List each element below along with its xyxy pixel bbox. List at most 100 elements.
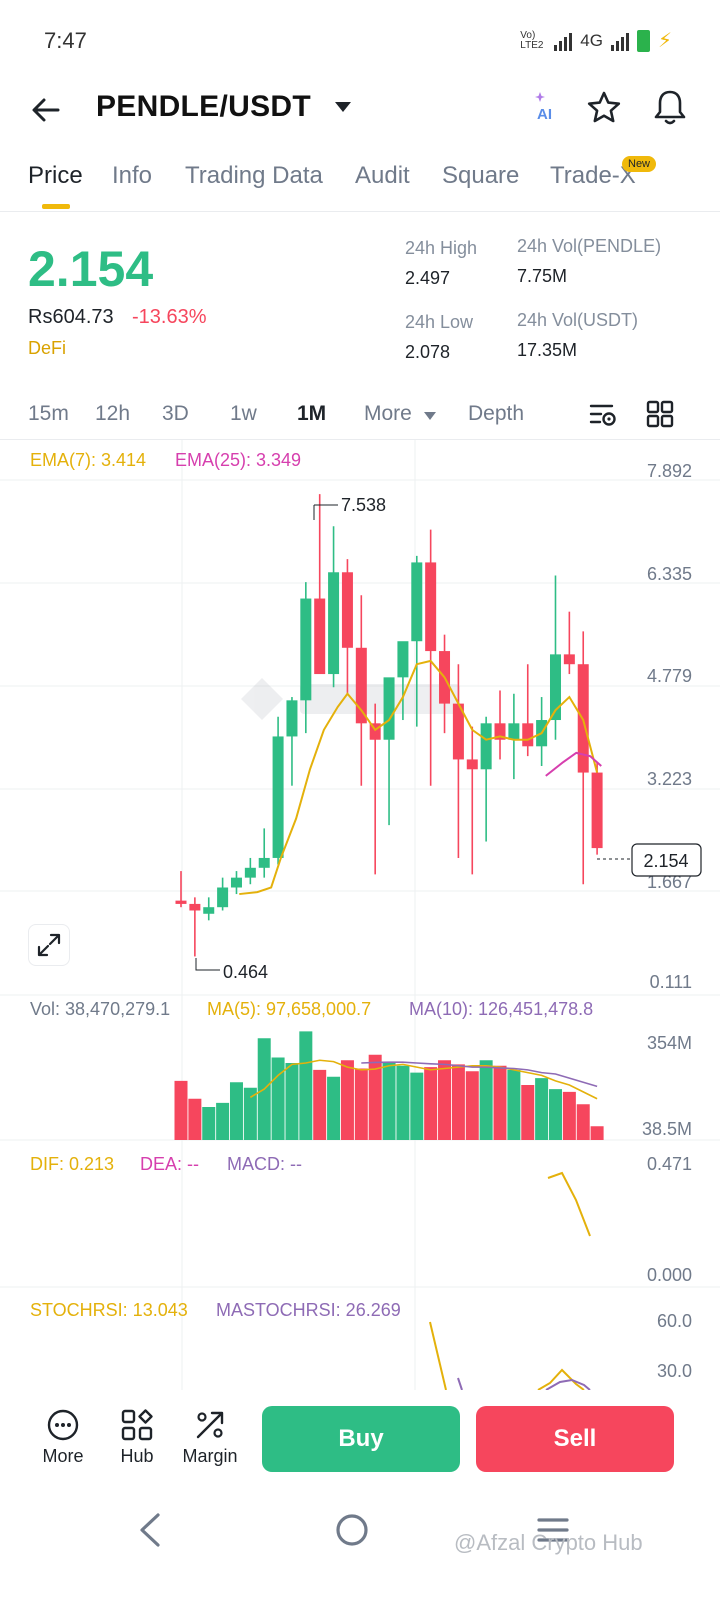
tab-trade-x[interactable]: Trade-X xyxy=(550,162,636,189)
candle-body xyxy=(230,877,242,888)
candle-body xyxy=(425,562,437,652)
back-arrow-icon[interactable] xyxy=(28,92,64,128)
candle-body xyxy=(300,598,312,701)
candle xyxy=(355,595,367,786)
more-label: More xyxy=(42,1446,84,1466)
ai-assistant-icon[interactable]: AI xyxy=(528,88,564,128)
nav-home-icon[interactable] xyxy=(334,1512,370,1548)
stochrsi-k-line-2 xyxy=(537,1368,585,1390)
ma10-label: MA(10): 126,451,478.8 xyxy=(409,999,593,1019)
layout-grid-icon[interactable] xyxy=(646,400,674,428)
ai-label: AI xyxy=(537,106,552,123)
stochrsi-label: STOCHRSI: 13.043 xyxy=(30,1300,188,1320)
price-tick: 0.111 xyxy=(650,972,692,992)
volume-bar xyxy=(535,1078,549,1140)
volume-bar xyxy=(576,1104,590,1140)
macd-tick: 0.471 xyxy=(647,1154,692,1174)
nav-back-icon[interactable] xyxy=(136,1512,164,1548)
candle xyxy=(286,697,298,786)
tab-info[interactable]: Info xyxy=(112,162,153,189)
fullscreen-button[interactable] xyxy=(28,924,70,966)
vol-quote-label: 24h Vol(USDT) xyxy=(517,310,639,330)
tab-square[interactable]: Square xyxy=(442,162,520,189)
buy-button[interactable]: Buy xyxy=(262,1406,460,1472)
volume-bar xyxy=(285,1063,299,1140)
sector-tag[interactable]: DeFi xyxy=(28,338,67,358)
header: PENDLE/USDT AI xyxy=(0,80,720,140)
signal-2-icon xyxy=(610,31,629,51)
interval-15m[interactable]: 15m xyxy=(28,402,69,425)
dea-label: DEA: -- xyxy=(140,1154,199,1174)
volume-bar xyxy=(521,1085,535,1140)
ema25-line xyxy=(545,751,602,777)
pair-title[interactable]: PENDLE/USDT xyxy=(96,90,311,123)
ma5-label: MA(5): 97,658,000.7 xyxy=(207,999,371,1019)
volume-bar xyxy=(174,1080,188,1140)
candle-body xyxy=(563,654,575,665)
candle xyxy=(425,529,437,786)
candle xyxy=(175,871,187,908)
tab-trading-data[interactable]: Trading Data xyxy=(185,162,323,189)
volume-bar xyxy=(299,1031,313,1140)
chart-settings-icon[interactable] xyxy=(588,400,618,430)
candle xyxy=(230,871,242,895)
candle xyxy=(522,664,534,757)
candle-body xyxy=(217,887,229,908)
candle xyxy=(314,494,326,675)
candle xyxy=(189,897,201,957)
candle-body xyxy=(175,900,187,904)
interval-1w[interactable]: 1w xyxy=(230,402,257,425)
candle xyxy=(272,716,284,865)
candle-body xyxy=(522,723,534,747)
volume-bar xyxy=(188,1098,202,1140)
active-tab-indicator xyxy=(42,204,70,209)
volume-bar xyxy=(229,1082,243,1140)
volume-bar xyxy=(451,1064,465,1140)
stochrsi-d-line xyxy=(457,1377,463,1390)
interval-depth[interactable]: Depth xyxy=(468,402,525,425)
stochrsi-tick: 60.0 xyxy=(657,1311,692,1331)
candle-body xyxy=(397,641,409,678)
margin-button[interactable]: Margin xyxy=(175,1408,245,1467)
candle xyxy=(508,693,520,780)
nav-recents-icon[interactable] xyxy=(536,1516,570,1544)
charging-icon: ⚡ xyxy=(657,30,672,52)
candle xyxy=(217,877,229,911)
more-dropdown-icon[interactable] xyxy=(424,412,436,420)
expand-icon xyxy=(37,933,61,957)
sell-button[interactable]: Sell xyxy=(476,1406,674,1472)
candle xyxy=(494,690,506,760)
detail-tabs: Price Info Trading Data Audit Square Tra… xyxy=(0,150,720,212)
interval-1m[interactable]: 1M xyxy=(297,402,327,425)
price-chart[interactable]: EMA(7): 3.414 EMA(25): 3.349 7.892 6.335… xyxy=(0,440,720,1390)
volume-bar xyxy=(479,1060,493,1140)
volume-bar xyxy=(507,1069,521,1140)
hub-icon xyxy=(121,1409,153,1441)
volume-bar xyxy=(382,1061,396,1140)
tab-price[interactable]: Price xyxy=(28,162,83,189)
tab-audit[interactable]: Audit xyxy=(355,162,410,189)
interval-12h[interactable]: 12h xyxy=(95,402,131,425)
hub-button[interactable]: Hub xyxy=(102,1408,172,1467)
interval-3d[interactable]: 3D xyxy=(162,402,189,425)
candle-body xyxy=(383,677,395,740)
volume-bar xyxy=(493,1065,507,1140)
candle-body xyxy=(549,654,561,721)
signal-icon xyxy=(554,31,573,51)
volume-bar xyxy=(368,1054,382,1140)
candle xyxy=(466,726,478,875)
low-marker: 0.464 xyxy=(195,958,268,982)
pair-dropdown-icon[interactable] xyxy=(334,100,352,114)
favorite-star-icon[interactable] xyxy=(586,90,622,126)
more-button[interactable]: More xyxy=(28,1408,98,1467)
stochrsi-k-line xyxy=(429,1321,447,1390)
network-label: Vo) LTE2 xyxy=(520,29,544,51)
candlestick-series xyxy=(175,494,603,957)
interval-more[interactable]: More xyxy=(364,402,412,425)
candle-body xyxy=(508,723,520,740)
alert-bell-icon[interactable] xyxy=(652,88,688,126)
low-label: 24h Low xyxy=(405,312,474,332)
candle-body xyxy=(369,723,381,740)
vol-quote-value: 17.35M xyxy=(517,340,578,360)
candle xyxy=(244,857,256,885)
